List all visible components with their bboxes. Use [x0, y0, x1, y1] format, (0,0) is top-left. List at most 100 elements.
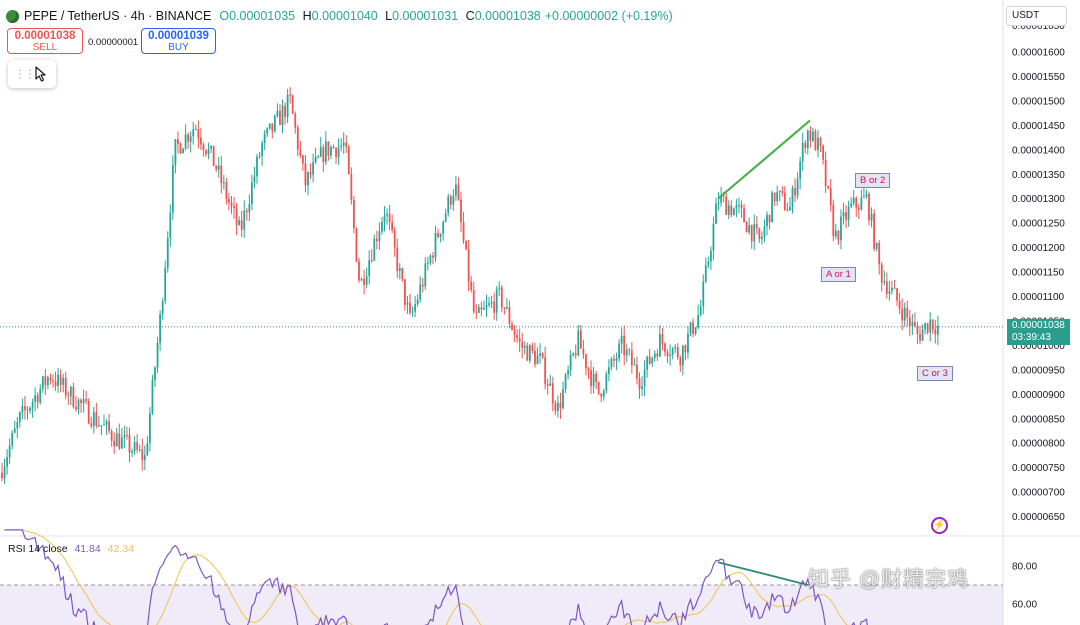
candle-body: [684, 345, 687, 353]
candle-body: [521, 341, 524, 348]
candle-body: [498, 287, 501, 290]
candle-body: [64, 377, 67, 396]
candle-body: [26, 409, 29, 411]
candle-body: [245, 210, 248, 213]
candle-body: [528, 345, 531, 361]
candle-body: [901, 308, 904, 321]
candle-body: [98, 425, 100, 427]
rsi-band: [0, 585, 1003, 625]
candle-body: [271, 123, 274, 131]
candle-body: [143, 454, 146, 461]
candle-body: [128, 435, 131, 453]
candle-body: [212, 145, 215, 166]
candle-body: [100, 425, 103, 427]
rsi-ma-line: [4, 529, 848, 625]
candle-body: [355, 228, 358, 262]
candle-body: [567, 370, 569, 375]
candle-body: [722, 195, 725, 197]
candle-body: [398, 268, 401, 272]
candle-body: [704, 265, 707, 282]
price-tick-label: 0.00001350: [1012, 170, 1065, 181]
change-value: +0.00000002 (+0.19%): [544, 9, 673, 23]
candle-body: [865, 193, 868, 197]
open-label: O: [219, 9, 230, 23]
countdown-timer: 03:39:43: [1012, 332, 1051, 343]
candle-body: [549, 383, 552, 386]
currency-select[interactable]: USDT: [1006, 6, 1067, 26]
candle-body: [370, 260, 373, 262]
candle-body: [602, 390, 605, 397]
candle-body: [342, 142, 345, 146]
candle-body: [110, 431, 113, 441]
close-label: C: [465, 9, 475, 23]
candle-body: [276, 110, 279, 116]
candle-body: [345, 142, 348, 147]
candle-body: [863, 196, 865, 198]
candle-body: [281, 105, 284, 126]
candle-body: [467, 249, 470, 282]
candle-body: [3, 466, 6, 479]
candle-body: [717, 202, 720, 204]
candle-body: [513, 329, 516, 335]
price-tick-label: 0.00000950: [1012, 365, 1065, 376]
spread-value: 0.00000001: [88, 37, 139, 48]
candle-body: [222, 182, 225, 184]
price-tick-label: 0.00000800: [1012, 439, 1065, 450]
candle-body: [217, 165, 220, 170]
candle-body: [113, 440, 116, 447]
candle-body: [197, 129, 200, 138]
wave-label-b-or-2[interactable]: B or 2: [855, 173, 891, 188]
candle-body: [776, 192, 779, 202]
price-tick-label: 0.00001400: [1012, 145, 1065, 156]
candle-body: [358, 261, 360, 281]
candle-body: [72, 386, 75, 407]
candle-body: [796, 178, 799, 196]
candle-body: [740, 204, 743, 209]
candle-body: [85, 399, 88, 402]
candle-body: [169, 212, 172, 239]
candle-body: [699, 306, 702, 316]
rsi-trendline: [717, 561, 809, 586]
candle-body: [536, 355, 539, 365]
candle-body: [437, 232, 439, 238]
candle-body: [462, 222, 465, 241]
candle-body: [666, 352, 669, 357]
candle-body: [692, 322, 694, 334]
wave-label-a-or-1[interactable]: A or 1: [821, 267, 856, 282]
wave-label-c-or-3[interactable]: C or 3: [917, 366, 953, 381]
drag-grip-icon[interactable]: ⋮⋮: [14, 67, 36, 81]
high-label: H: [302, 9, 312, 23]
candle-body: [720, 195, 722, 203]
candle-body: [896, 288, 898, 301]
candle-body: [75, 406, 77, 410]
candle-body: [834, 230, 837, 237]
symbol-title[interactable]: PEPE / TetherUS · 4h · BINANCE: [24, 9, 212, 23]
candle-body: [791, 187, 794, 208]
price-tick-label: 0.00001600: [1012, 48, 1065, 59]
candle-body: [638, 378, 641, 389]
candle-body: [95, 412, 98, 426]
close-value: 0.00001038: [474, 9, 541, 23]
candle-body: [551, 383, 554, 404]
candle-body: [674, 347, 677, 349]
last-price-value: 0.00001038: [1012, 320, 1065, 331]
rsi-legend: RSI 14 close 41.84 42.34: [8, 543, 134, 555]
candle-body: [225, 182, 228, 200]
candle-body: [449, 196, 452, 205]
candle-body: [648, 356, 651, 364]
candle-body: [671, 348, 674, 355]
candle-body: [439, 233, 442, 238]
candle-body: [149, 413, 151, 444]
sell-button[interactable]: 0.00001038 SELL: [7, 28, 83, 54]
candle-body: [296, 127, 299, 150]
candle-body: [409, 302, 411, 313]
price-tick-label: 0.00001200: [1012, 243, 1065, 254]
bolt-icon[interactable]: ⚡: [931, 517, 948, 534]
buy-button[interactable]: 0.00001039 BUY: [141, 28, 216, 54]
candle-body: [59, 374, 62, 385]
pepe-logo-icon: [6, 9, 19, 23]
cursor-arrow-icon[interactable]: [34, 66, 48, 82]
candle-body: [786, 209, 789, 211]
rsi-label: RSI 14 close: [8, 543, 68, 555]
